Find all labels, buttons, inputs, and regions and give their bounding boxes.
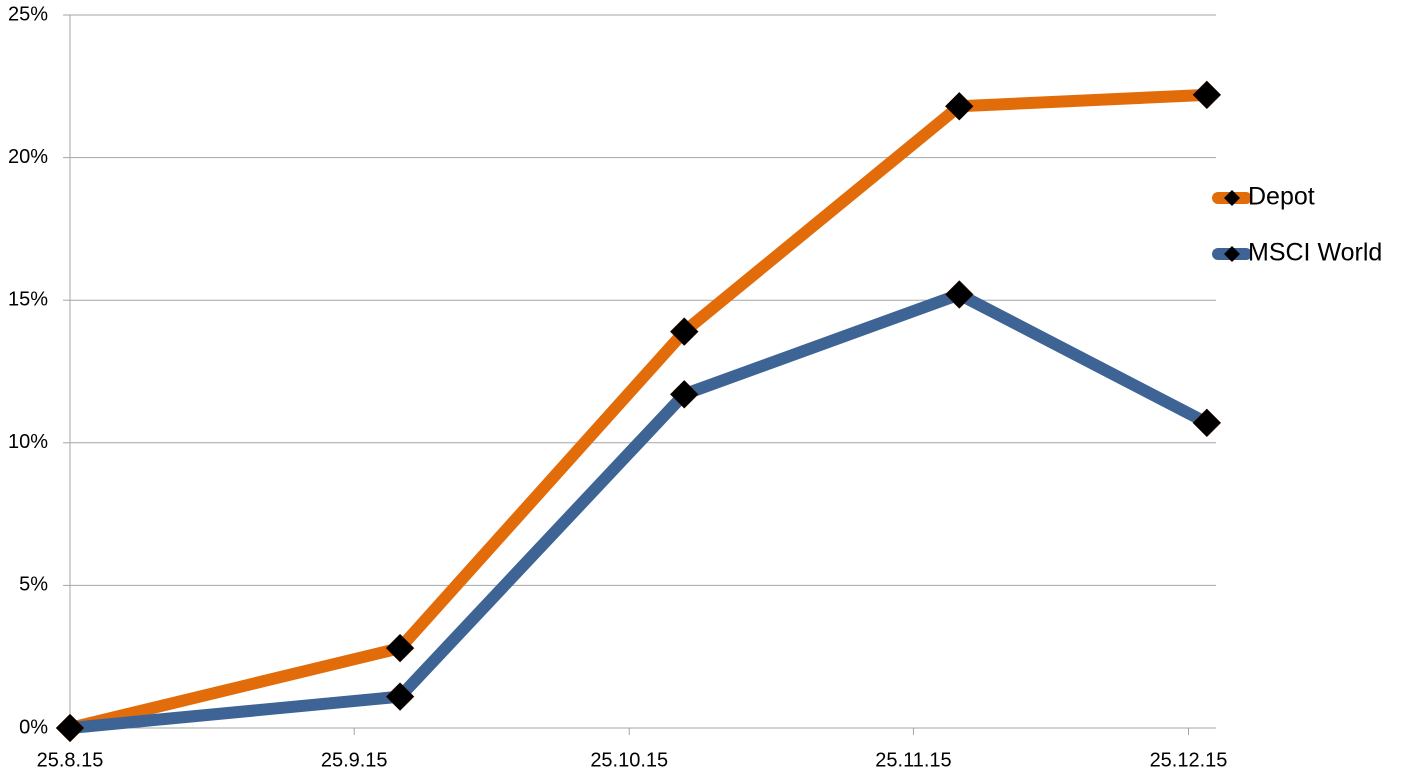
x-tick-label: 25.9.15 (321, 749, 388, 771)
data-point (385, 633, 415, 663)
data-point (669, 317, 699, 346)
y-tick-label: 5% (19, 574, 48, 596)
x-tick-label: 25.10.15 (590, 749, 668, 771)
y-tick-label: 20% (8, 146, 48, 168)
legend-label: MSCI World (1248, 239, 1382, 267)
data-point (669, 379, 699, 409)
series-line (68, 88, 1208, 734)
legend-label: Depot (1248, 183, 1315, 211)
legend-marker (1224, 190, 1240, 206)
series-line (69, 288, 1210, 734)
data-point (1192, 80, 1222, 110)
y-tick-label: 15% (8, 288, 48, 310)
x-tick-label: 25.12.15 (1150, 749, 1228, 771)
x-tick-label: 25.11.15 (875, 749, 951, 771)
legend-marker (1224, 246, 1240, 262)
data-point (1192, 408, 1222, 438)
y-tick-label: 25% (8, 3, 48, 25)
data-point (944, 280, 974, 309)
data-point (385, 682, 415, 711)
x-tick-label: 25.8.15 (37, 749, 104, 771)
y-tick-label: 10% (8, 431, 48, 453)
data-point (944, 91, 974, 121)
y-tick-label: 0% (19, 716, 48, 738)
data-point (55, 713, 85, 743)
